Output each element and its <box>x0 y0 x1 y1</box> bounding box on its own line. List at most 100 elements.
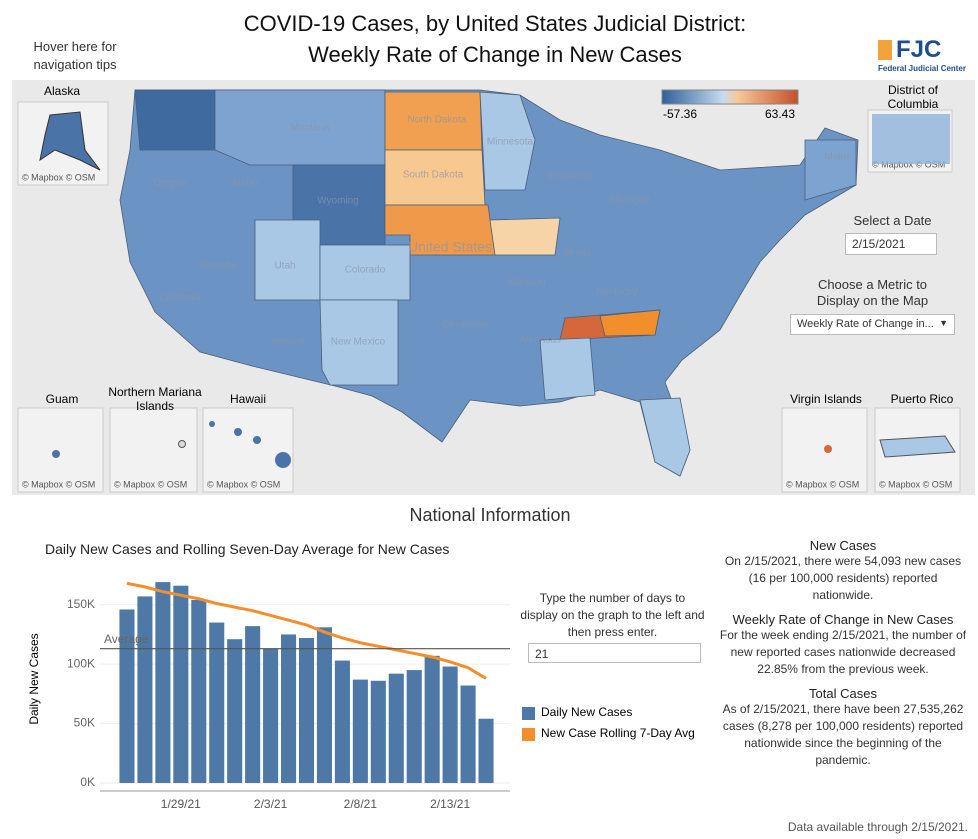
inset-shape <box>234 428 242 436</box>
y-tick-label: 150K <box>67 597 95 611</box>
bar <box>173 585 189 783</box>
inset-attribution: © Mapbox © OSM <box>22 479 95 489</box>
map-label: Oregon <box>153 178 186 189</box>
inset-label: District of Columbia <box>888 83 939 111</box>
bar <box>191 599 207 783</box>
line <box>126 581 487 680</box>
x-tick-label: 2/3/21 <box>254 797 288 811</box>
legend-label: Daily New Cases <box>541 705 632 719</box>
inset-frame <box>202 407 294 493</box>
logo: FJC Federal Judicial Center <box>878 36 973 73</box>
nav-tips[interactable]: Hover here for navigation tips <box>33 39 117 72</box>
inset-frame <box>17 407 104 493</box>
map-label: Missouri <box>508 278 545 289</box>
legend-swatch <box>522 707 535 720</box>
y-tick-label: 50K <box>74 716 95 730</box>
inset-label: Hawaii <box>230 392 266 406</box>
inset-label: Alaska <box>44 84 80 98</box>
bar <box>406 670 422 783</box>
average-label: Average <box>104 632 149 646</box>
title-line: COVID-19 Cases, by United States Judicia… <box>243 11 747 36</box>
inset-shape <box>872 114 950 164</box>
bar <box>334 660 350 783</box>
x-tick-label: 2/8/21 <box>344 797 378 811</box>
metric-dropdown[interactable]: Weekly Rate of Change in... ▼ <box>790 314 955 335</box>
inset-shape <box>879 435 956 458</box>
inset-attribution: © Mapbox © OSM <box>22 172 95 182</box>
map-label: Nevada <box>201 261 236 272</box>
bar <box>137 596 153 783</box>
bar <box>388 673 404 783</box>
map-label: Arkansas <box>519 335 561 346</box>
map-label: Colorado <box>345 265 386 276</box>
map-label: South Dakota <box>403 170 464 181</box>
inset-shape <box>39 111 101 171</box>
region <box>489 217 561 256</box>
map-label: North Dakota <box>408 115 467 126</box>
map-label: Kentucky <box>596 287 637 298</box>
x-tick-label: 2/13/21 <box>430 797 470 811</box>
metric-value: Weekly Rate of Change in... <box>797 318 934 330</box>
title: COVID-19 Cases, by United States Judicia… <box>150 8 840 70</box>
region <box>319 299 399 386</box>
date-input[interactable]: 2/15/2021 <box>845 233 937 255</box>
map-label: Arizona <box>271 337 305 348</box>
days-prompt: Type the number of days to display on th… <box>520 591 705 639</box>
logo-subtitle: Federal Judicial Center <box>878 64 967 73</box>
bar <box>352 679 368 783</box>
map-label: California <box>159 293 202 304</box>
legend-label: New Case Rolling 7-Day Avg <box>541 726 695 740</box>
panel-title: Total Cases <box>809 686 877 701</box>
section-heading: National Information <box>409 505 571 525</box>
bar <box>227 639 243 783</box>
inset-label: Northern Mariana Islands <box>108 385 202 413</box>
bar <box>298 637 315 783</box>
map-label: Wyoming <box>317 196 359 207</box>
region <box>134 89 216 151</box>
region <box>804 139 857 201</box>
bar <box>119 609 135 783</box>
map-label: Minnesota <box>487 137 534 148</box>
map-label: Montana <box>291 123 330 134</box>
bar <box>442 666 458 783</box>
inset-attribution: © Mapbox © OSM <box>786 479 859 489</box>
date-label: Select a Date <box>853 213 932 228</box>
days-input[interactable]: 21 <box>528 643 701 663</box>
inset-label: Puerto Rico <box>891 392 954 406</box>
info-panels: New Cases On 2/15/2021, there were 54,093… <box>718 530 968 769</box>
y-tick-label: 100K <box>67 656 95 670</box>
metric-label: Choose a Metric to Display on the Map <box>816 277 929 308</box>
map-label: Oklahoma <box>442 320 488 331</box>
inset-attribution: © Mapbox © OSM <box>207 479 280 489</box>
inset-label: Guam <box>46 392 79 406</box>
inset-shape <box>178 440 186 448</box>
x-tick-label: 1/29/21 <box>161 797 201 811</box>
footer: Data available through 2/15/2021. <box>787 820 968 834</box>
region <box>539 337 596 401</box>
chart-title: Daily New Cases and Rolling Seven-Day Av… <box>45 541 450 557</box>
bar <box>460 685 476 783</box>
title-line: Weekly Rate of Change in New Cases <box>308 42 682 67</box>
panel-text: On 2/15/2021, there were 54,093 new case… <box>724 554 962 602</box>
inset-shape <box>253 436 261 444</box>
inset-shape <box>209 421 215 427</box>
y-axis-label: Daily New Cases <box>27 633 41 724</box>
map-label: United States <box>408 239 492 255</box>
region <box>479 91 536 191</box>
panel-title: Weekly Rate of Change in New Cases <box>732 612 954 627</box>
map-label: New Mexico <box>331 337 386 348</box>
legend-max: 63.43 <box>765 107 795 121</box>
bar <box>209 622 225 783</box>
bar <box>263 648 279 783</box>
legend-swatch <box>522 728 535 741</box>
y-tick-label: 0K <box>80 775 95 789</box>
region <box>599 309 661 337</box>
bar <box>245 626 261 783</box>
inset-attribution: © Mapbox © OSM <box>872 159 945 169</box>
inset-shape <box>275 452 291 468</box>
legend-min: -57.36 <box>663 107 697 121</box>
color-legend <box>661 89 799 105</box>
logo-text: FJC <box>896 36 942 63</box>
